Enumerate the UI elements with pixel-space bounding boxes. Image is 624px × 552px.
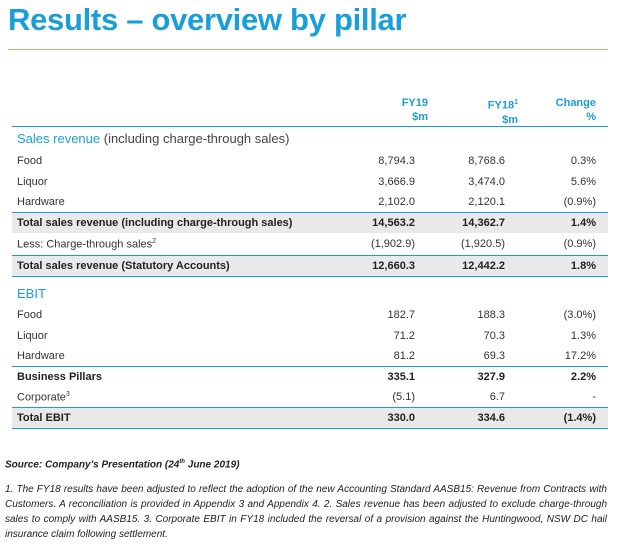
cell-change: 17.2% [564, 350, 596, 362]
row-label: Food [17, 155, 43, 167]
section-heading-ebit: EBIT [17, 286, 46, 301]
row-label: Total sales revenue (Statutory Accounts) [17, 260, 230, 272]
column-header-change: Change % [540, 96, 596, 124]
footnote-ref: 3 [65, 391, 70, 398]
row-label: Hardware [17, 350, 65, 362]
source-text: Source: Company’s Presentation (24 [5, 459, 180, 471]
cell-change: - [592, 391, 596, 403]
table-row-total: Total EBIT 330.0 334.6 (1.4%) [12, 407, 608, 429]
cell-fy19: 2,102.0 [378, 196, 415, 208]
cell-fy19: (1,902.9) [370, 238, 415, 250]
table-row: Liquor 3,666.9 3,474.0 5.6% [12, 172, 608, 192]
header-fy18-footnote-ref: 1 [514, 99, 518, 106]
row-label: Total EBIT [17, 412, 71, 424]
table-row: Less: Charge-through sales2 (1,902.9) (1… [12, 234, 608, 254]
cell-fy18: 327.9 [477, 371, 505, 383]
row-label: Hardware [17, 196, 65, 208]
cell-fy19: 14,563.2 [372, 217, 415, 229]
cell-fy19: 71.2 [393, 330, 415, 342]
cell-fy19: 335.1 [387, 371, 415, 383]
sales-heading-text: Sales revenue [17, 131, 101, 146]
cell-fy18: 6.7 [489, 391, 505, 403]
header-fy18-unit: $m [502, 113, 518, 126]
row-label: Less: Charge-through sales2 [17, 238, 156, 251]
cell-fy18: (1,920.5) [460, 238, 505, 250]
cell-change: 5.6% [570, 176, 596, 188]
source-ordinal: th [179, 459, 185, 465]
cell-fy19: 182.7 [387, 309, 415, 321]
cell-change: (0.9%) [563, 238, 596, 250]
row-label-text: Corporate [17, 391, 66, 404]
table-row: Hardware 81.2 69.3 17.2% [12, 346, 608, 366]
cell-change: 1.3% [570, 330, 596, 342]
table-row: Food 182.7 188.3 (3.0%) [12, 305, 608, 325]
cell-change: 2.2% [570, 371, 596, 383]
sales-heading-note: (including charge-through sales) [100, 131, 290, 146]
header-fy18-label: FY18 [487, 99, 515, 112]
cell-fy19: 330.0 [387, 412, 415, 424]
cell-change: (3.0%) [563, 309, 596, 321]
cell-fy18: 188.3 [477, 309, 505, 321]
table-row-total: Total sales revenue (Statutory Accounts)… [12, 255, 608, 277]
cell-fy19: 8,794.3 [378, 155, 415, 167]
cell-fy18: 2,120.1 [468, 196, 505, 208]
table-row: Hardware 2,102.0 2,120.1 (0.9%) [12, 192, 608, 212]
cell-change: (1.4%) [563, 412, 596, 424]
page-title: Results – overview by pillar [8, 2, 407, 37]
header-fy19-label: FY19 [401, 97, 428, 109]
cell-change: (0.9%) [563, 196, 596, 208]
cell-fy18: 8,768.6 [468, 155, 505, 167]
cell-fy18: 14,362.7 [462, 217, 505, 229]
table-row-total: Total sales revenue (including charge-th… [12, 212, 608, 233]
cell-fy19: 12,660.3 [372, 260, 415, 272]
column-header-fy18: FY181 $m [470, 96, 518, 127]
cell-change: 1.4% [570, 217, 596, 229]
row-label: Total sales revenue (including charge-th… [17, 217, 293, 229]
table-row: Liquor 71.2 70.3 1.3% [12, 326, 608, 346]
cell-fy18: 70.3 [483, 330, 505, 342]
row-label: Business Pillars [17, 371, 102, 383]
column-header-fy19: FY19 $m [380, 96, 428, 124]
table-row: Corporate3 (5.1) 6.7 - [12, 387, 608, 407]
row-label-text: Less: Charge-through sales [17, 238, 153, 251]
cell-fy18: 334.6 [477, 412, 505, 424]
section-heading-sales: Sales revenue (including charge-through … [17, 131, 289, 146]
row-label: Corporate3 [17, 391, 70, 404]
title-divider [8, 49, 608, 50]
footnotes: 1. The FY18 results have been adjusted t… [5, 484, 607, 540]
cell-fy19: 81.2 [393, 350, 415, 362]
row-label: Liquor [17, 176, 48, 188]
footnote-ref: 2 [152, 238, 157, 245]
cell-fy19: 3,666.9 [378, 176, 415, 188]
row-label: Liquor [17, 330, 48, 342]
table-row-subtotal: Business Pillars 335.1 327.9 2.2% [12, 366, 608, 387]
cell-fy18: 12,442.2 [462, 260, 505, 272]
header-change-unit: % [586, 111, 596, 123]
cell-fy18: 69.3 [483, 350, 505, 362]
cell-fy18: 3,474.0 [468, 176, 505, 188]
cell-change: 0.3% [570, 155, 596, 167]
cell-fy19: (5.1) [392, 391, 415, 403]
header-fy19-unit: $m [412, 111, 428, 123]
source-note: Source: Company’s Presentation (24th Jun… [5, 459, 239, 470]
table-row: Food 8,794.3 8,768.6 0.3% [12, 151, 608, 171]
source-text-end: June 2019) [184, 459, 240, 471]
cell-change: 1.8% [570, 260, 596, 272]
header-change-label: Change [555, 97, 596, 109]
row-label: Food [17, 309, 43, 321]
header-divider [12, 126, 608, 127]
